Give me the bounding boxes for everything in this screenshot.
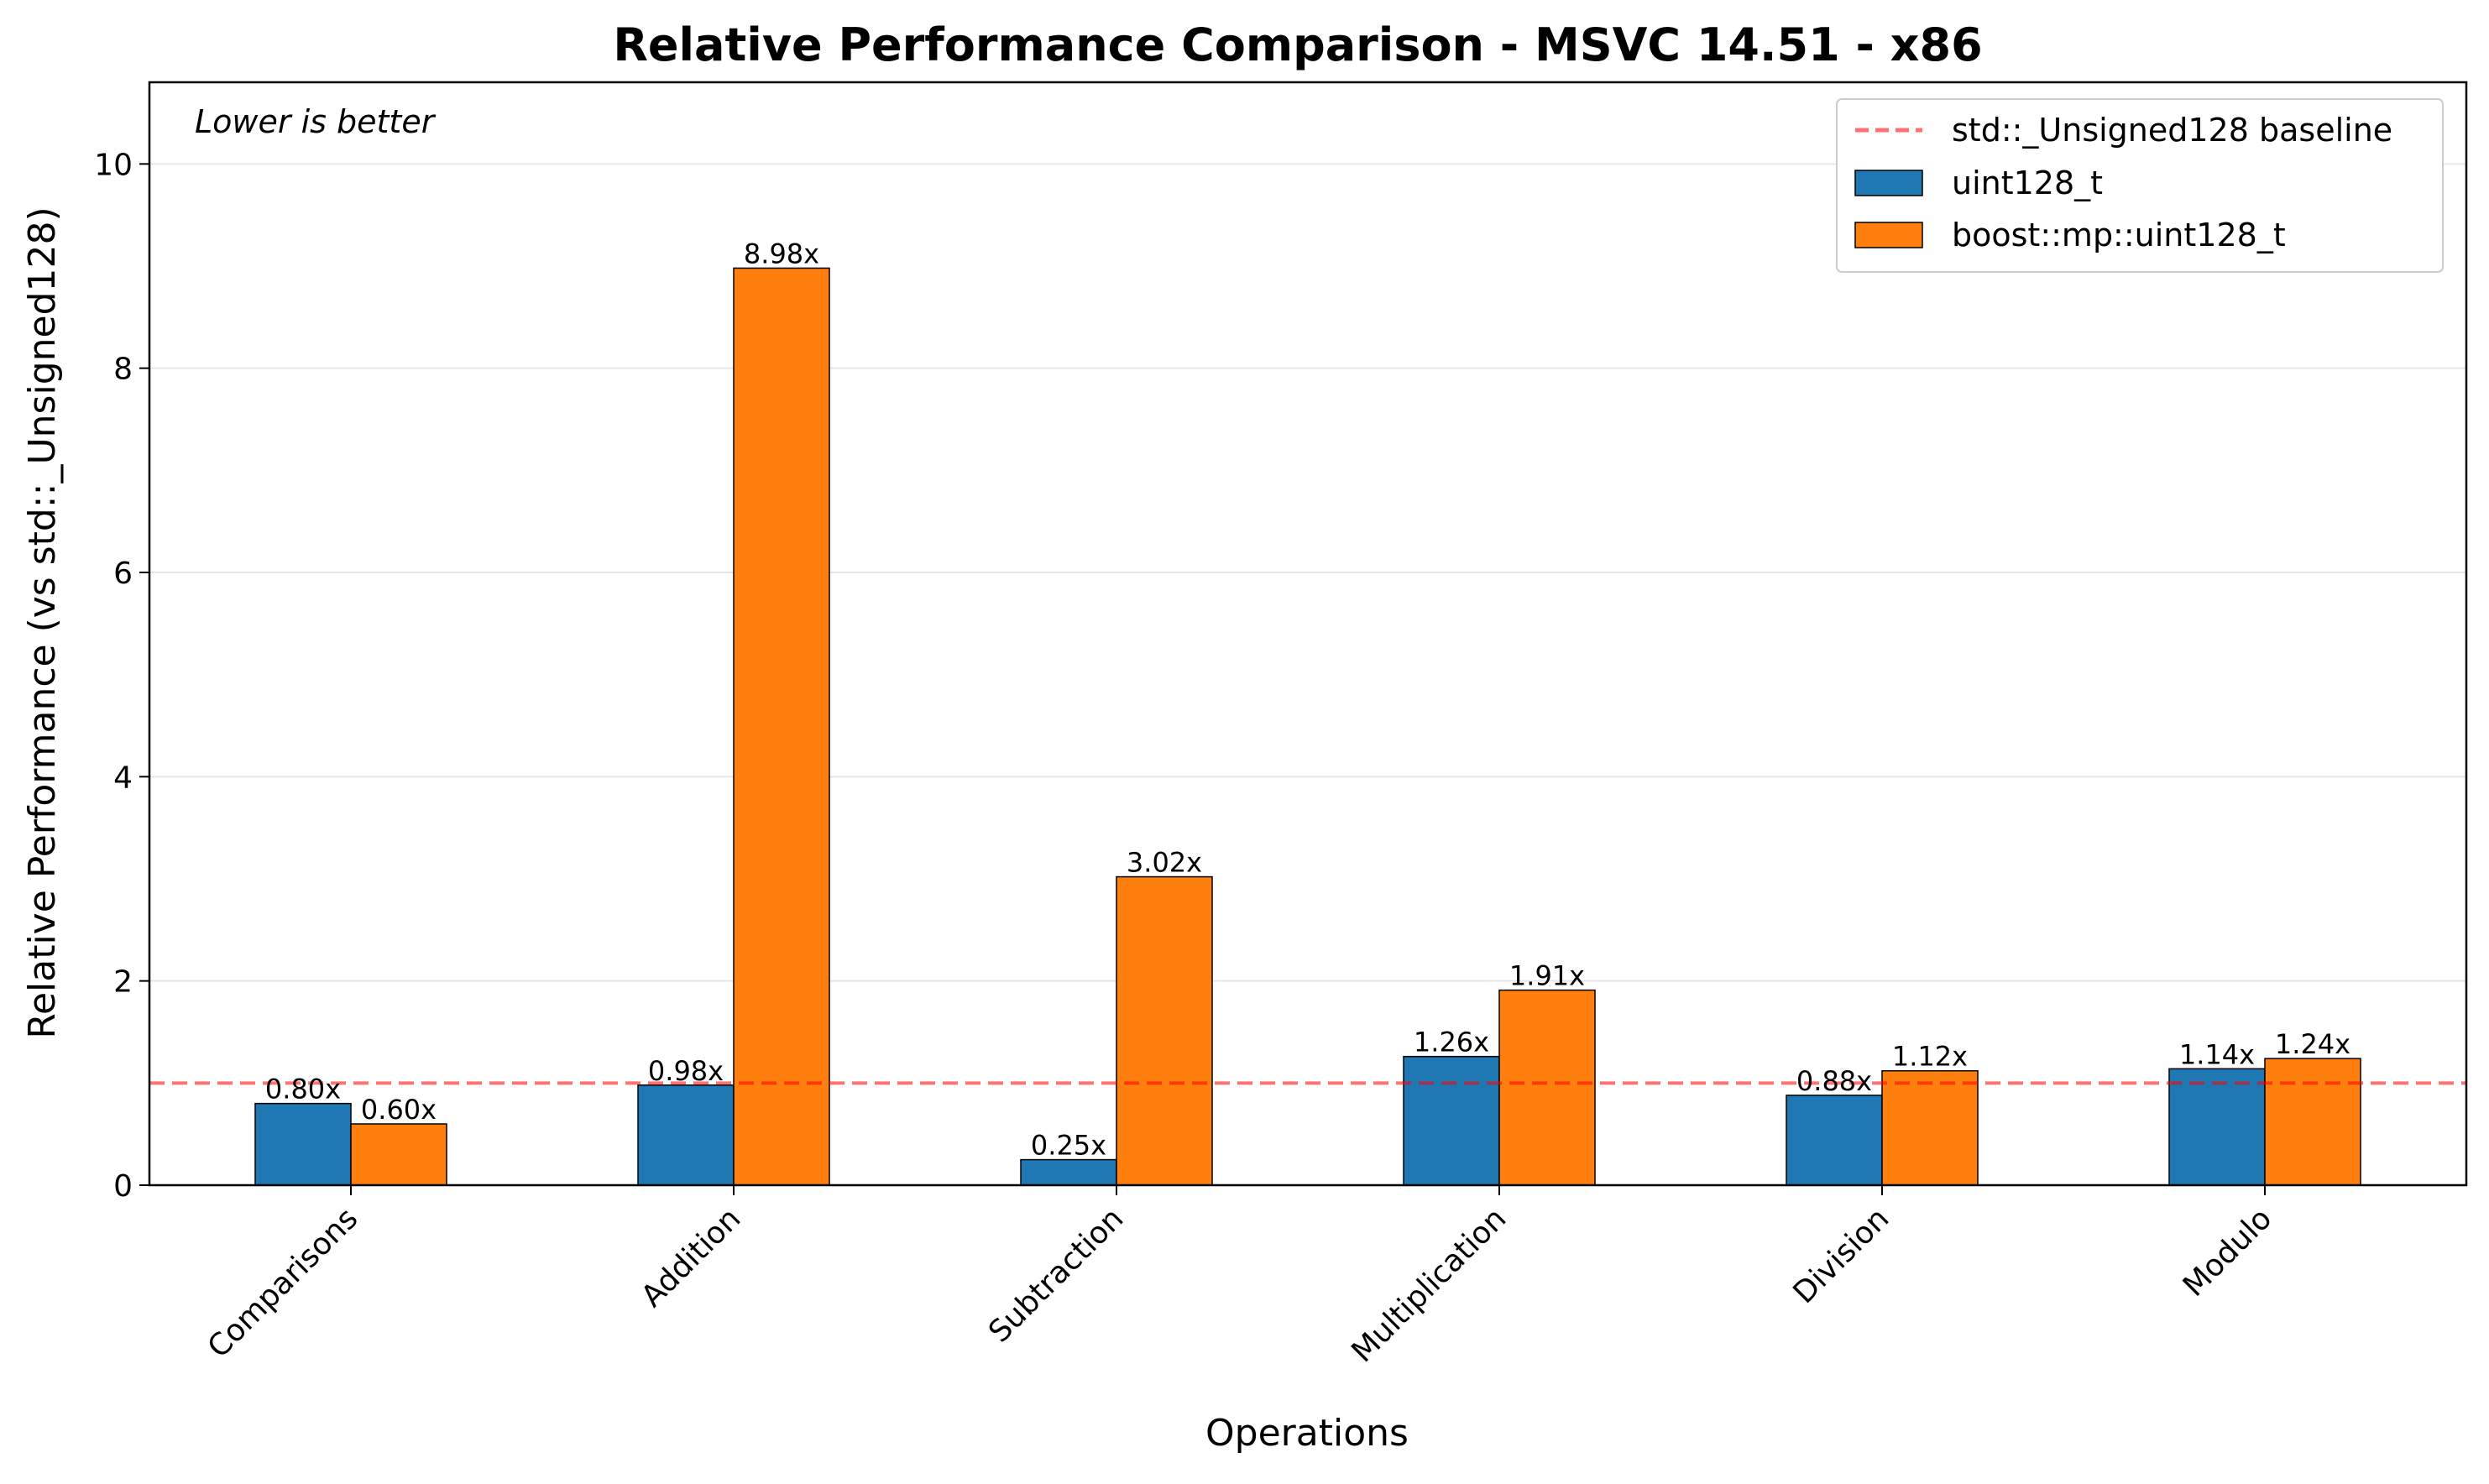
plot-frame xyxy=(148,81,2468,1187)
y-tick-label-2: 2 xyxy=(113,965,133,1000)
bar-label-boost-mp-uint128-t-multiplication: 1.91x xyxy=(1509,960,1585,992)
legend-label-boost-uint128: boost::mp::uint128_t xyxy=(1952,217,2286,253)
bar-uint128-t-comparisons xyxy=(254,1102,352,1186)
bar-label-boost-mp-uint128-t-subtraction: 3.02x xyxy=(1127,847,1202,879)
legend-swatch-boost-uint128 xyxy=(1854,222,1923,248)
y-tick-label-0: 0 xyxy=(113,1169,133,1204)
x-axis-label: Operations xyxy=(1205,1412,1409,1455)
bar-label-boost-mp-uint128-t-division: 1.12x xyxy=(1892,1041,1968,1073)
bar-label-boost-mp-uint128-t-modulo: 1.24x xyxy=(2275,1028,2350,1060)
bar-uint128-t-addition xyxy=(637,1084,735,1186)
bar-boost-mp-uint128-t-addition xyxy=(733,267,830,1186)
bars xyxy=(254,267,2361,1186)
bar-label-uint128-t-multiplication: 1.26x xyxy=(1414,1027,1489,1058)
legend-swatch-uint128 xyxy=(1854,170,1923,196)
bar-boost-mp-uint128-t-modulo xyxy=(2264,1058,2361,1186)
bar-label-uint128-t-subtraction: 0.25x xyxy=(1031,1130,1106,1162)
legend-frame xyxy=(1836,98,2444,273)
y-tick-label-6: 6 xyxy=(113,556,133,591)
bar-label-uint128-t-modulo: 1.14x xyxy=(2179,1038,2255,1070)
bar-boost-mp-uint128-t-division xyxy=(1881,1069,1979,1186)
y-axis-label: Relative Performance (vs std::_Unsigned1… xyxy=(21,206,64,1038)
bar-label-uint128-t-addition: 0.98x xyxy=(648,1055,724,1087)
bar-label-boost-mp-uint128-t-addition: 8.98x xyxy=(744,238,819,269)
y-tick-label-4: 4 xyxy=(113,760,133,795)
legend-label-uint128: uint128_t xyxy=(1952,165,2103,201)
bar-boost-mp-uint128-t-subtraction xyxy=(1116,875,1213,1186)
bar-label-uint128-t-comparisons: 0.80x xyxy=(265,1074,341,1105)
bar-label-boost-mp-uint128-t-comparisons: 0.60x xyxy=(361,1094,437,1126)
y-tick-label-10: 10 xyxy=(94,148,133,182)
bar-uint128-t-subtraction xyxy=(1020,1158,1117,1186)
bar-label-uint128-t-division: 0.88x xyxy=(1796,1065,1872,1097)
bar-uint128-t-modulo xyxy=(2168,1068,2266,1186)
bar-boost-mp-uint128-t-multiplication xyxy=(1498,989,1596,1186)
bar-uint128-t-division xyxy=(1786,1095,1883,1186)
lower-is-better-note: Lower is better xyxy=(195,103,437,140)
legend-label-baseline: std::_Unsigned128 baseline xyxy=(1952,112,2392,149)
chart-title: Relative Performance Comparison - MSVC 1… xyxy=(613,18,1982,71)
y-tick-label-8: 8 xyxy=(113,353,133,387)
bar-uint128-t-multiplication xyxy=(1403,1055,1500,1186)
bar-boost-mp-uint128-t-comparisons xyxy=(350,1123,447,1186)
bar-labels: 0.80x 0.60x 0.98x 8.98x 0.25x 3.02x 1.26x 1.91x… xyxy=(265,238,2350,1161)
legend: std::_Unsigned128 baseline uint128_t boo… xyxy=(1836,98,2444,273)
axes xyxy=(148,81,2468,1187)
